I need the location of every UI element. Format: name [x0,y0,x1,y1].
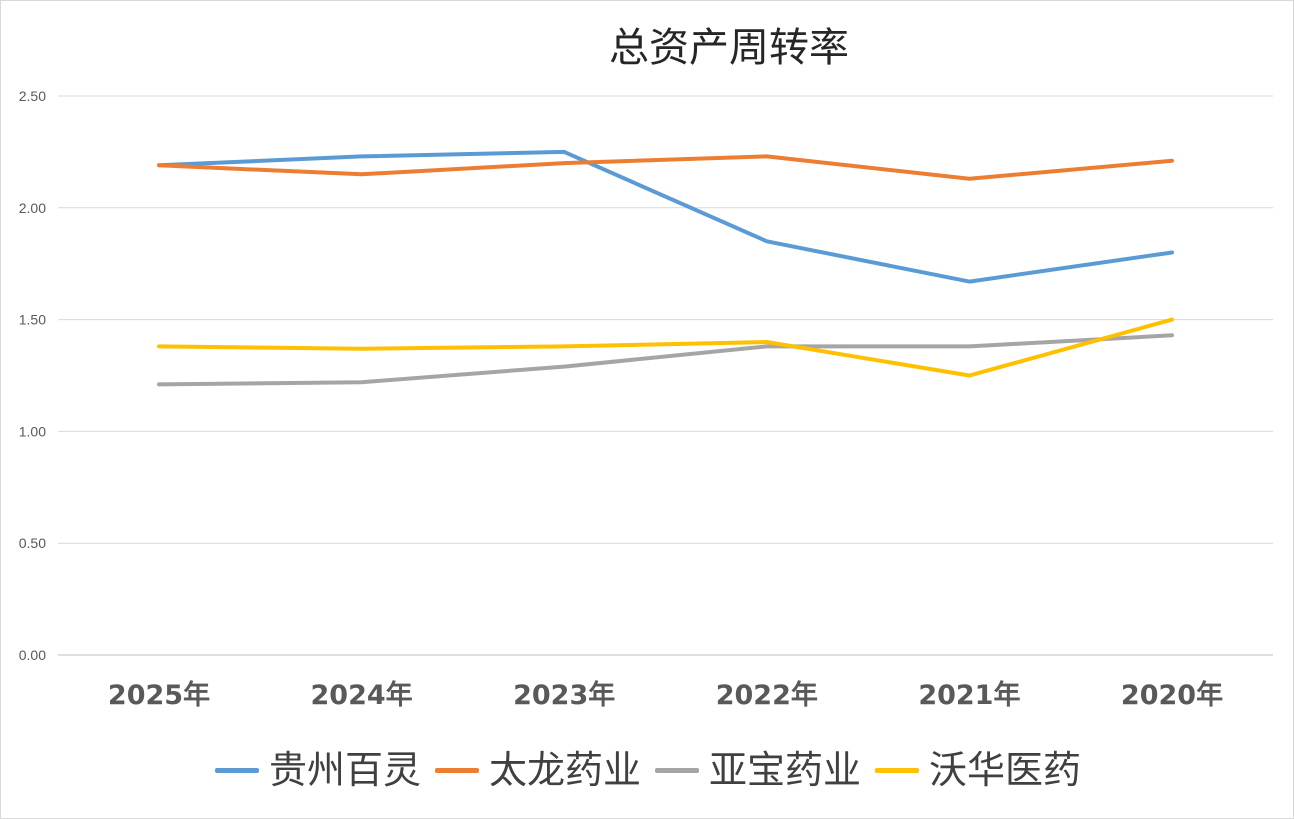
x-tick-label: 2022年 [716,679,818,711]
y-tick-label: 2.00 [19,200,46,216]
legend-label: 沃华医药 [929,748,1082,792]
legend-item: 贵州百灵 [214,744,421,796]
y-tick-label: 2.50 [19,88,46,104]
series-line-3 [157,317,1174,378]
legend-label: 亚宝药业 [709,748,862,792]
series-lines [157,149,1174,387]
y-axis-ticks: 0.00 0.50 1.00 1.50 2.00 2.50 [19,88,46,663]
x-axis-ticks: 2025年 2024年 2023年 2022年 2021年 2020年 [108,679,1223,711]
y-tick-label: 1.00 [19,423,46,439]
series-line-0 [157,149,1174,284]
legend-swatch [655,767,699,773]
y-tick-label: 1.50 [19,312,46,328]
legend-label: 太龙药业 [488,748,641,792]
series-line-1 [157,154,1174,181]
x-tick-label: 2025年 [108,679,210,711]
series-line-2 [157,333,1174,387]
legend-item: 亚宝药业 [655,744,861,796]
y-tick-label: 0.00 [19,647,46,663]
legend-label: 贵州百灵 [268,748,421,792]
legend-swatch [434,767,479,773]
gridlines [58,95,1273,656]
legend-item: 沃华医药 [875,744,1081,796]
legend-item: 太龙药业 [434,744,641,796]
x-tick-label: 2020年 [1121,679,1223,711]
legend-swatch [875,767,920,773]
legend-swatch [214,767,259,773]
x-tick-label: 2023年 [513,679,615,711]
y-tick-label: 0.50 [19,535,46,551]
legend: 贵州百灵 太龙药业 亚宝药业 沃华医药 [0,744,1294,796]
chart-title: 总资产周转率 [609,25,849,71]
x-tick-label: 2024年 [311,679,413,711]
x-tick-label: 2021年 [918,679,1020,711]
